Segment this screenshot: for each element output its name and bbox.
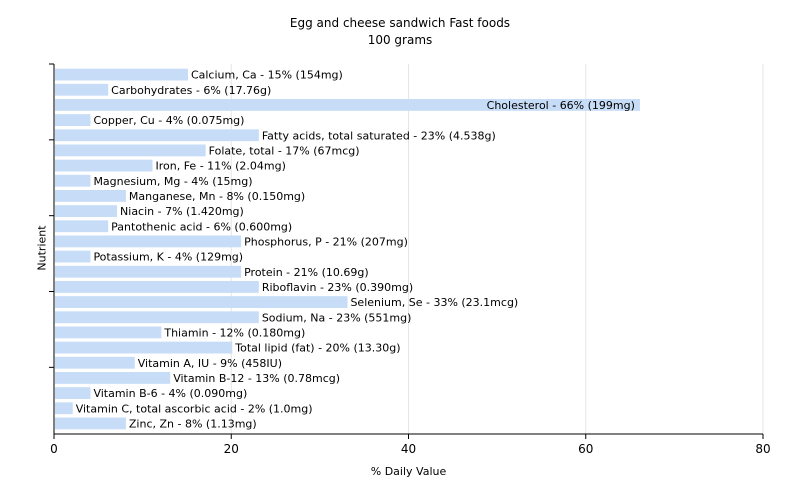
bar-21: [55, 387, 91, 399]
bar-label-15: Selenium, Se - 33% (23.1mcg): [350, 296, 518, 309]
bar-2: [55, 99, 640, 111]
bar-label-23: Zinc, Zn - 8% (1.13mg): [129, 417, 257, 430]
bar-11: [55, 235, 242, 248]
x-tick-label-80: 80: [755, 442, 770, 456]
bar-label-9: Niacin - 7% (1.420mg): [120, 205, 244, 218]
bar-label-21: Vitamin B-6 - 4% (0.090mg): [93, 387, 247, 400]
bar-5: [55, 144, 206, 157]
bar-17: [55, 326, 162, 339]
bar-label-4: Fatty acids, total saturated - 23% (4.53…: [262, 129, 496, 142]
bar-label-19: Vitamin A, IU - 9% (458IU): [138, 357, 282, 370]
bar-8: [55, 190, 126, 202]
bar-label-3: Copper, Cu - 4% (0.075mg): [93, 114, 244, 127]
bar-23: [55, 417, 126, 430]
bar-label-12: Potassium, K - 4% (129mg): [93, 251, 243, 264]
bar-label-22: Vitamin C, total ascorbic acid - 2% (1.0…: [76, 402, 313, 415]
bar-label-0: Calcium, Ca - 15% (154mg): [191, 69, 343, 82]
bar-label-5: Folate, total - 17% (67mcg): [209, 144, 360, 157]
x-tick-label-40: 40: [401, 442, 416, 456]
bar-7: [55, 174, 91, 187]
bar-13: [55, 265, 242, 278]
bar-19: [55, 356, 135, 369]
bar-20: [55, 372, 171, 384]
bar-label-16: Sodium, Na - 23% (551mg): [262, 311, 412, 324]
bar-label-13: Protein - 21% (10.69g): [244, 266, 369, 279]
bar-12: [55, 250, 91, 263]
bar-16: [55, 311, 259, 324]
bar-14: [55, 281, 259, 293]
bar-18: [55, 341, 233, 354]
bar-label-7: Magnesium, Mg - 4% (15mg): [93, 175, 252, 188]
x-tick-label-20: 20: [224, 442, 239, 456]
bar-label-20: Vitamin B-12 - 13% (0.78mcg): [173, 372, 340, 385]
bar-22: [55, 402, 73, 415]
bar-label-17: Thiamin - 12% (0.180mg): [163, 326, 305, 339]
bar-label-6: Iron, Fe - 11% (2.04mg): [155, 160, 285, 173]
bar-0: [55, 68, 188, 81]
bar-label-1: Carbohydrates - 6% (17.76g): [111, 84, 271, 97]
bar-6: [55, 159, 153, 172]
bar-label-8: Manganese, Mn - 8% (0.150mg): [129, 190, 305, 203]
bar-1: [55, 83, 109, 96]
chart-title: Egg and cheese sandwich Fast foods: [289, 16, 511, 30]
bar-10: [55, 220, 109, 233]
bar-4: [55, 129, 259, 142]
bar-3: [55, 114, 91, 126]
bar-9: [55, 205, 118, 217]
x-tick-label-60: 60: [578, 442, 593, 456]
x-tick-label-0: 0: [50, 442, 58, 456]
bar-label-18: Total lipid (fat) - 20% (13.30g): [234, 342, 400, 355]
bar-15: [55, 296, 348, 308]
bar-label-11: Phosphorus, P - 21% (207mg): [244, 235, 408, 248]
bar-label-10: Pantothenic acid - 6% (0.600mg): [111, 220, 292, 233]
bar-label-2: Cholesterol - 66% (199mg): [487, 99, 635, 112]
bar-label-14: Riboflavin - 23% (0.390mg): [262, 281, 413, 294]
chart-subtitle: 100 grams: [367, 33, 433, 47]
x-axis-label: % Daily Value: [370, 465, 447, 478]
